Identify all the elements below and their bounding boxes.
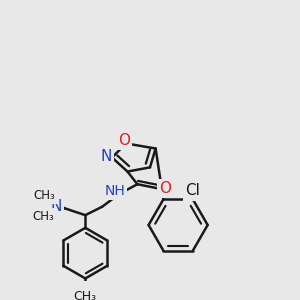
Text: CH₃: CH₃ (74, 290, 97, 300)
Text: O: O (160, 181, 172, 196)
Text: NH: NH (104, 184, 125, 198)
Text: O: O (118, 133, 130, 148)
Text: CH₃: CH₃ (32, 210, 54, 223)
Text: N: N (101, 148, 112, 164)
Text: N: N (50, 199, 61, 214)
Text: Cl: Cl (185, 184, 200, 199)
Text: CH₃: CH₃ (34, 189, 56, 202)
